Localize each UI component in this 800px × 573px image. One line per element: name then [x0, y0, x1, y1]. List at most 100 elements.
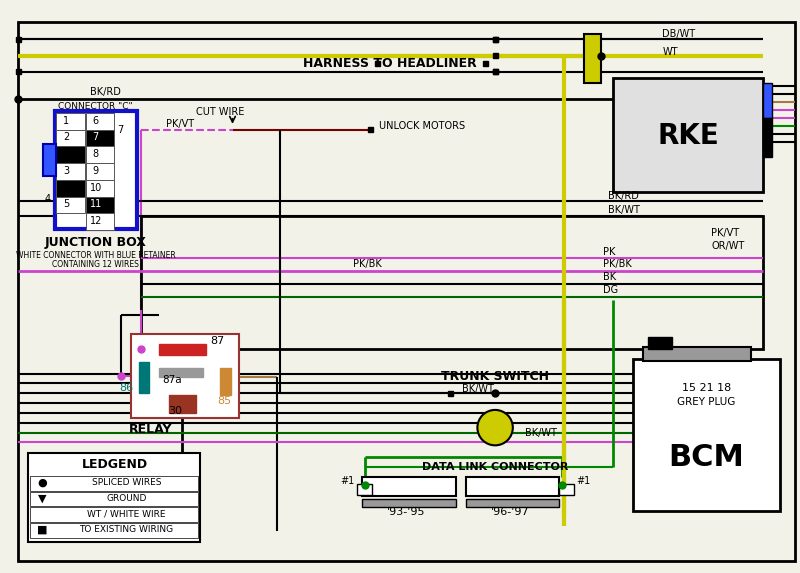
Text: TO EXISTING WIRING: TO EXISTING WIRING — [79, 525, 174, 535]
Text: #1: #1 — [340, 476, 354, 486]
Bar — [57, 180, 85, 197]
Text: '96-'97: '96-'97 — [490, 507, 529, 517]
Bar — [493, 69, 498, 74]
Text: 10: 10 — [90, 183, 102, 193]
Text: SPLICED WIRES: SPLICED WIRES — [91, 478, 161, 487]
Bar — [493, 37, 498, 42]
Bar — [559, 484, 574, 496]
Bar — [448, 391, 454, 396]
Text: WT / WHITE WIRE: WT / WHITE WIRE — [87, 509, 166, 519]
Bar — [86, 180, 114, 197]
Text: DG: DG — [603, 285, 618, 295]
Text: 12: 12 — [90, 216, 102, 226]
Bar — [16, 37, 21, 42]
Bar — [57, 113, 85, 129]
Text: CONNECTOR "C": CONNECTOR "C" — [58, 101, 133, 111]
Bar — [762, 118, 773, 157]
Text: BK: BK — [603, 272, 617, 282]
Bar — [57, 197, 85, 213]
Bar — [158, 344, 206, 355]
Text: BK/RD: BK/RD — [90, 87, 121, 97]
Bar — [86, 129, 114, 146]
Text: 7: 7 — [93, 132, 99, 143]
Text: 4: 4 — [45, 194, 50, 205]
Bar — [362, 500, 456, 507]
Bar — [374, 61, 379, 66]
Text: 3: 3 — [63, 166, 70, 176]
Bar — [613, 79, 762, 191]
Bar — [30, 523, 198, 538]
Bar — [131, 334, 239, 418]
Bar — [158, 368, 203, 378]
Bar — [30, 492, 198, 507]
Bar — [220, 368, 230, 395]
Text: WT: WT — [662, 47, 678, 57]
Text: RELAY: RELAY — [130, 423, 173, 436]
Text: BK/RD: BK/RD — [608, 191, 639, 201]
Text: 86: 86 — [119, 383, 134, 393]
Bar — [54, 111, 137, 229]
Text: GREY PLUG: GREY PLUG — [678, 397, 736, 407]
Text: TRUNK SWITCH: TRUNK SWITCH — [441, 370, 549, 383]
Bar — [139, 362, 149, 393]
Text: 5: 5 — [63, 199, 70, 209]
Bar — [466, 500, 559, 507]
Text: CUT WIRE: CUT WIRE — [195, 107, 244, 117]
Bar — [493, 53, 498, 58]
Bar — [28, 453, 200, 541]
Text: PK/BK: PK/BK — [603, 260, 632, 269]
Text: 11: 11 — [90, 199, 102, 209]
Text: DB/WT: DB/WT — [662, 29, 695, 39]
Text: 87: 87 — [210, 336, 224, 346]
Text: PK/BK: PK/BK — [353, 260, 382, 269]
Text: BK/WT: BK/WT — [525, 427, 557, 438]
Text: 15 21 18: 15 21 18 — [682, 383, 731, 393]
Text: 8: 8 — [93, 149, 99, 159]
Bar — [647, 337, 672, 349]
Text: ▼: ▼ — [38, 493, 47, 504]
Text: #1: #1 — [577, 476, 591, 486]
Text: 2: 2 — [63, 132, 70, 143]
Bar — [493, 69, 498, 74]
Bar — [86, 113, 114, 129]
Text: '93-'95: '93-'95 — [387, 507, 426, 517]
Bar — [368, 127, 373, 132]
Text: BK/WT: BK/WT — [608, 205, 640, 215]
Bar — [16, 69, 21, 74]
Text: UNLOCK MOTORS: UNLOCK MOTORS — [379, 121, 465, 131]
Bar — [362, 477, 456, 496]
Bar — [57, 129, 85, 146]
Bar — [466, 477, 559, 496]
Bar — [42, 144, 57, 176]
Text: 85: 85 — [218, 396, 232, 406]
Text: WHITE CONNECTOR WITH BLUE RETAINER: WHITE CONNECTOR WITH BLUE RETAINER — [16, 251, 176, 260]
Text: DATA LINK CONNECTOR: DATA LINK CONNECTOR — [422, 462, 568, 472]
Bar — [483, 61, 488, 66]
Text: OR/WT: OR/WT — [711, 241, 745, 250]
Text: CONTAINING 12 WIRES: CONTAINING 12 WIRES — [52, 260, 139, 269]
Text: JUNCTION BOX: JUNCTION BOX — [45, 236, 146, 249]
Bar — [57, 146, 85, 163]
Text: 30: 30 — [169, 406, 182, 416]
Bar — [584, 34, 602, 84]
Bar — [86, 163, 114, 180]
Bar — [493, 37, 498, 42]
Circle shape — [478, 410, 513, 445]
Bar — [762, 84, 773, 118]
Text: PK: PK — [603, 246, 616, 257]
Text: PK/VT: PK/VT — [711, 228, 740, 238]
Text: GROUND: GROUND — [106, 494, 146, 503]
Text: LEDGEND: LEDGEND — [82, 457, 147, 470]
Bar — [141, 216, 762, 349]
Text: 6: 6 — [93, 116, 99, 126]
Text: 7: 7 — [118, 125, 123, 135]
Text: 1: 1 — [63, 116, 70, 126]
Bar — [169, 395, 196, 413]
Text: 9: 9 — [93, 166, 99, 176]
Text: 87a: 87a — [162, 375, 182, 386]
Text: RKE: RKE — [657, 121, 718, 150]
Text: BK/WT: BK/WT — [462, 384, 494, 394]
Bar — [30, 476, 198, 490]
Bar — [30, 507, 198, 522]
Text: HARNESS TO HEADLINER: HARNESS TO HEADLINER — [303, 57, 477, 70]
